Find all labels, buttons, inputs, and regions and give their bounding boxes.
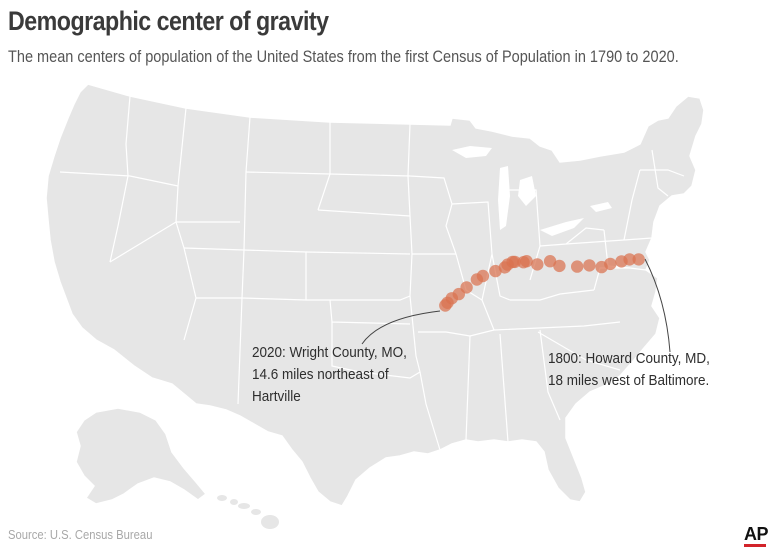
great-lakes (452, 146, 612, 236)
annotation-1800-line-1: 1800: Howard County, MD, (548, 350, 710, 367)
population-center-marker-1870 (543, 255, 557, 268)
state-borders (59, 95, 685, 451)
page-subtitle: The mean centers of population of the Un… (8, 48, 679, 66)
ap-logo: AP (744, 524, 768, 544)
population-center-markers (439, 253, 645, 312)
annotation-2020: 2020: Wright County, MO, 14.6 miles nort… (252, 342, 407, 408)
ap-logo-accent-bar (744, 544, 766, 547)
alaska-landmass (75, 407, 208, 505)
leader-line-1800 (644, 258, 671, 353)
population-center-marker-1830 (595, 260, 608, 274)
annotation-2020-line-1: 2020: Wright County, MO, (252, 344, 407, 361)
population-center-marker-1840 (583, 259, 596, 272)
page-title: Demographic center of gravity (8, 6, 329, 36)
population-center-marker-1970 (470, 273, 484, 286)
hawaii-islands (217, 495, 279, 529)
annotation-1800-line-2: 18 miles west of Baltimore. (548, 372, 710, 389)
annotation-2020-line-3: Hartville (252, 388, 301, 405)
leader-line-2020 (361, 310, 441, 345)
population-center-marker-1850 (571, 260, 584, 273)
population-center-marker-1940 (498, 261, 512, 274)
annotation-1800: 1800: Howard County, MD, 18 miles west o… (548, 348, 710, 392)
population-center-marker-1950 (489, 264, 502, 278)
source-credit: Source: U.S. Census Bureau (8, 528, 153, 542)
population-center-marker-1860 (553, 259, 566, 273)
population-center-marker-1880 (531, 258, 544, 271)
population-center-marker-1810 (615, 255, 628, 268)
contiguous-us-landmass (45, 83, 705, 507)
annotation-2020-line-2: 14.6 miles northeast of (252, 366, 389, 383)
population-center-marker-1900 (517, 256, 530, 269)
population-center-marker-1790 (632, 253, 645, 266)
population-center-marker-2020 (439, 299, 452, 312)
